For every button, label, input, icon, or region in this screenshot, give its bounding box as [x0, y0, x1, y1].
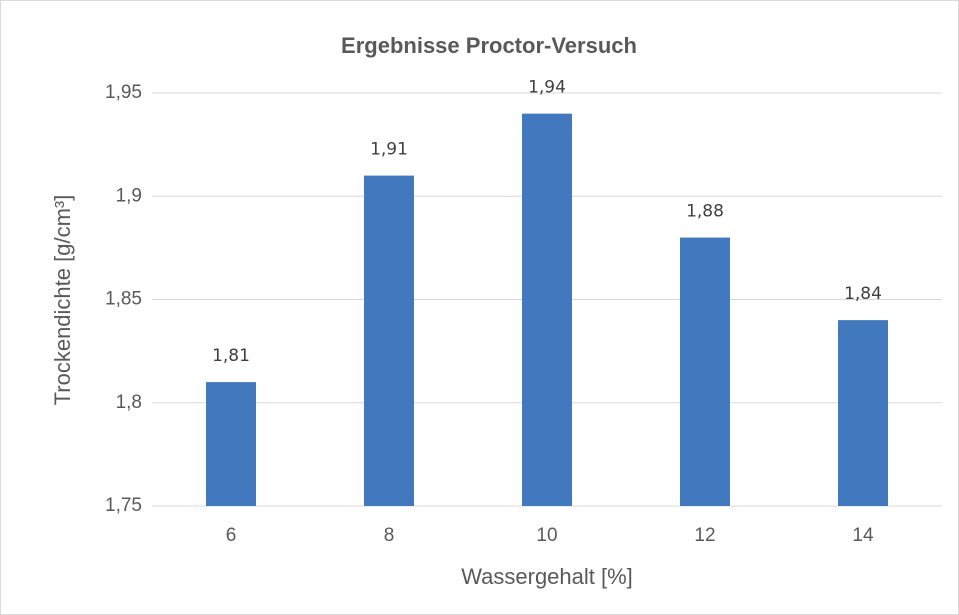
x-tick-label: 10	[536, 525, 557, 546]
x-tick-label: 12	[694, 525, 715, 546]
data-label: 1,81	[212, 346, 250, 366]
y-tick-label: 1,75	[105, 495, 142, 516]
bar	[364, 175, 414, 506]
bar	[206, 382, 256, 506]
x-tick-label: 8	[384, 525, 395, 546]
bar	[680, 237, 730, 507]
y-tick-label: 1,85	[105, 289, 142, 310]
data-label: 1,91	[370, 140, 408, 160]
chart-title: Ergebnisse Proctor-Versuch	[341, 33, 637, 58]
data-label: 1,88	[686, 202, 724, 222]
bar	[838, 320, 888, 506]
y-tick-label: 1,9	[116, 185, 142, 206]
y-tick-label: 1,8	[116, 392, 142, 413]
bar	[522, 113, 572, 507]
y-tick-label: 1,95	[105, 82, 142, 103]
y-axis-label: Trockendichte [g/cm³]	[50, 195, 75, 406]
x-tick-label: 14	[852, 525, 874, 546]
data-label: 1,84	[844, 284, 882, 304]
x-tick-label: 6	[226, 525, 237, 546]
data-label: 1,94	[528, 78, 566, 98]
x-axis-label: Wassergehalt [%]	[461, 564, 633, 589]
